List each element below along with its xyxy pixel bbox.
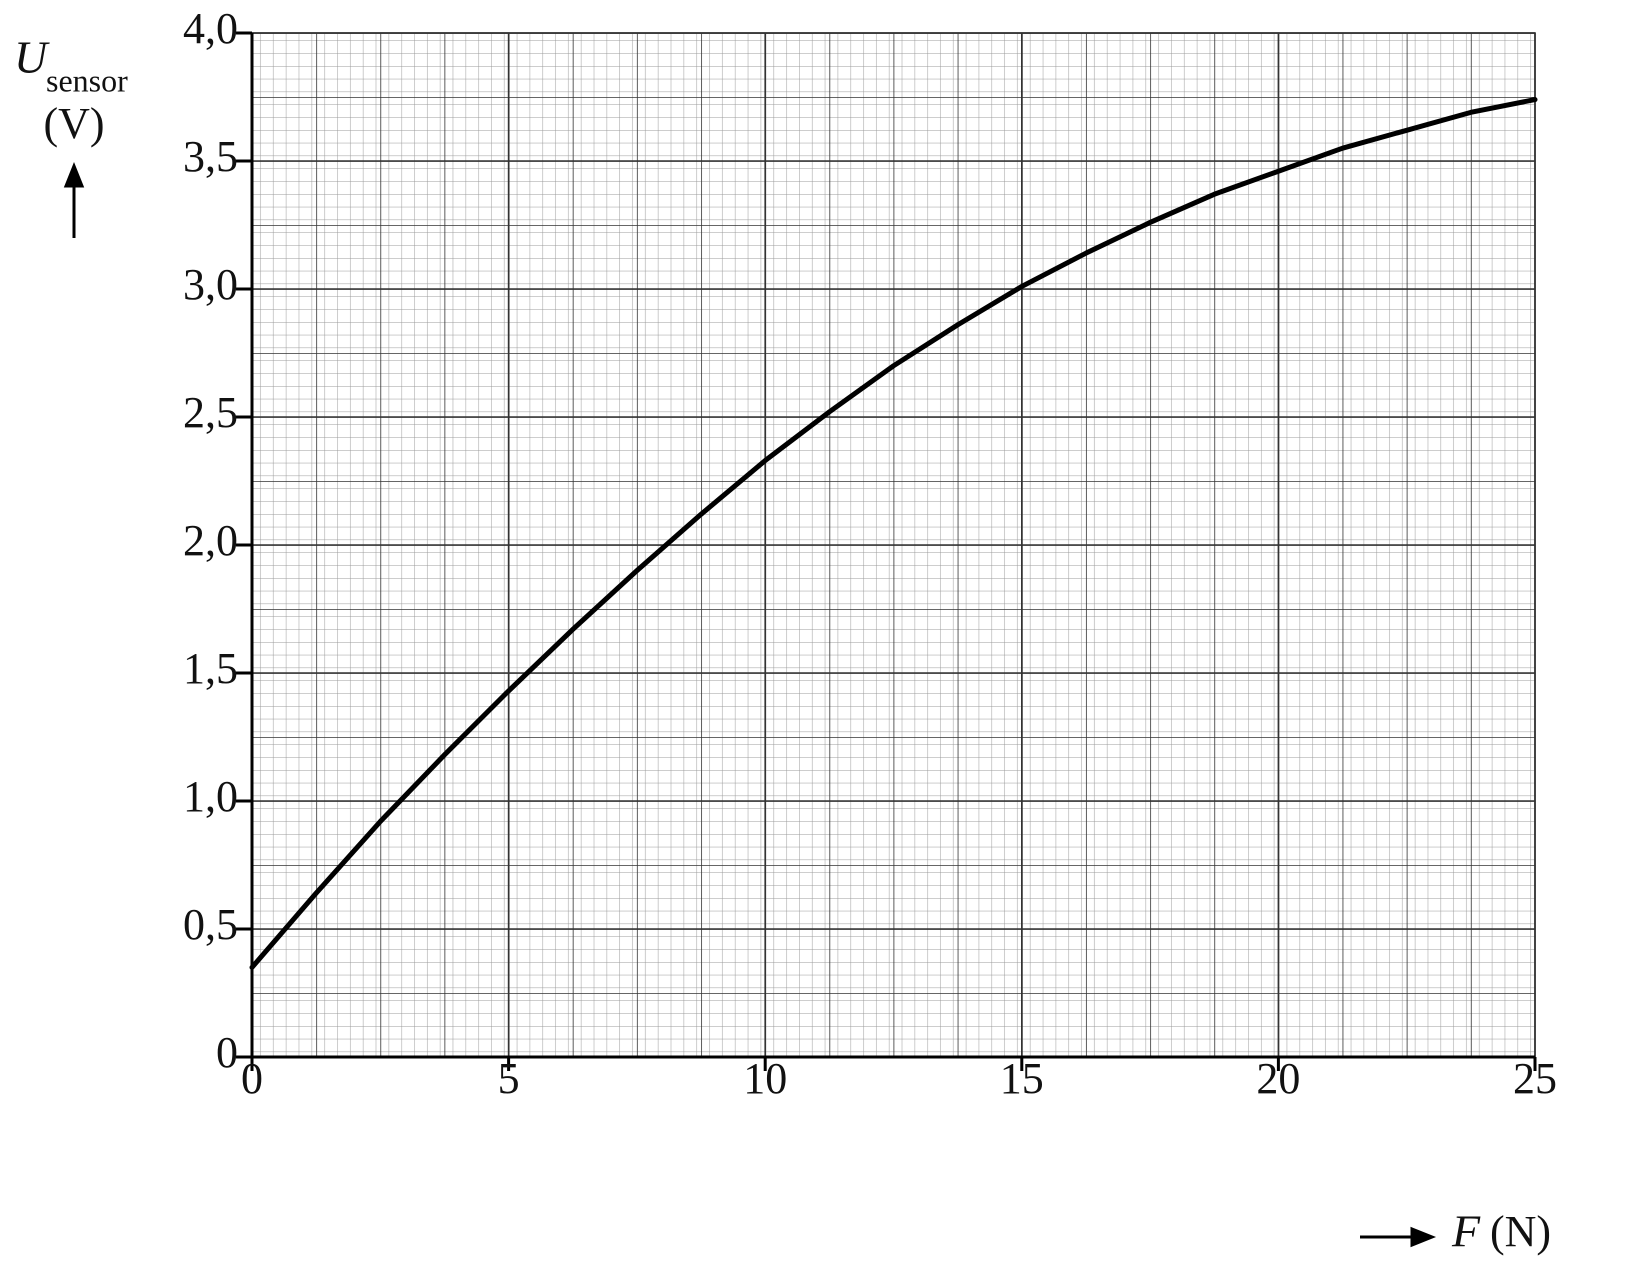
x-axis-arrow [1360, 1226, 1437, 1248]
y-tick-label: 0,5 [183, 900, 238, 949]
y-tick-label: 4,0 [183, 4, 238, 53]
y-tick-label: 2,5 [183, 388, 238, 437]
y-tick-label: 0 [216, 1028, 238, 1077]
x-tick-label: 5 [498, 1054, 520, 1103]
y-tick-label: 2,0 [183, 516, 238, 565]
y-tick-label: 1,5 [183, 644, 238, 693]
y-label-symbol: U [14, 32, 50, 83]
x-tick-label: 15 [1000, 1054, 1044, 1103]
x-tick-label: 25 [1513, 1054, 1557, 1103]
data-line [249, 97, 1538, 970]
y-axis-arrow [63, 161, 85, 238]
y-label-subscript: sensor [46, 62, 128, 98]
y-label-unit: (V) [43, 99, 104, 148]
y-tick-label: 3,0 [183, 260, 238, 309]
x-tick-label: 0 [241, 1054, 263, 1103]
x-label-symbol: F [1451, 1206, 1481, 1257]
y-tick-label: 3,5 [183, 132, 238, 181]
y-tick-label: 1,0 [183, 772, 238, 821]
x-label-unit: (N) [1490, 1207, 1551, 1256]
x-tick-label: 20 [1256, 1054, 1300, 1103]
plot: 0 0,5 1,0 1,5 2,0 2,5 3,0 3,5 4,0 0 5 10 15 20 25 [183, 4, 1557, 1103]
x-tick-label: 10 [743, 1054, 787, 1103]
